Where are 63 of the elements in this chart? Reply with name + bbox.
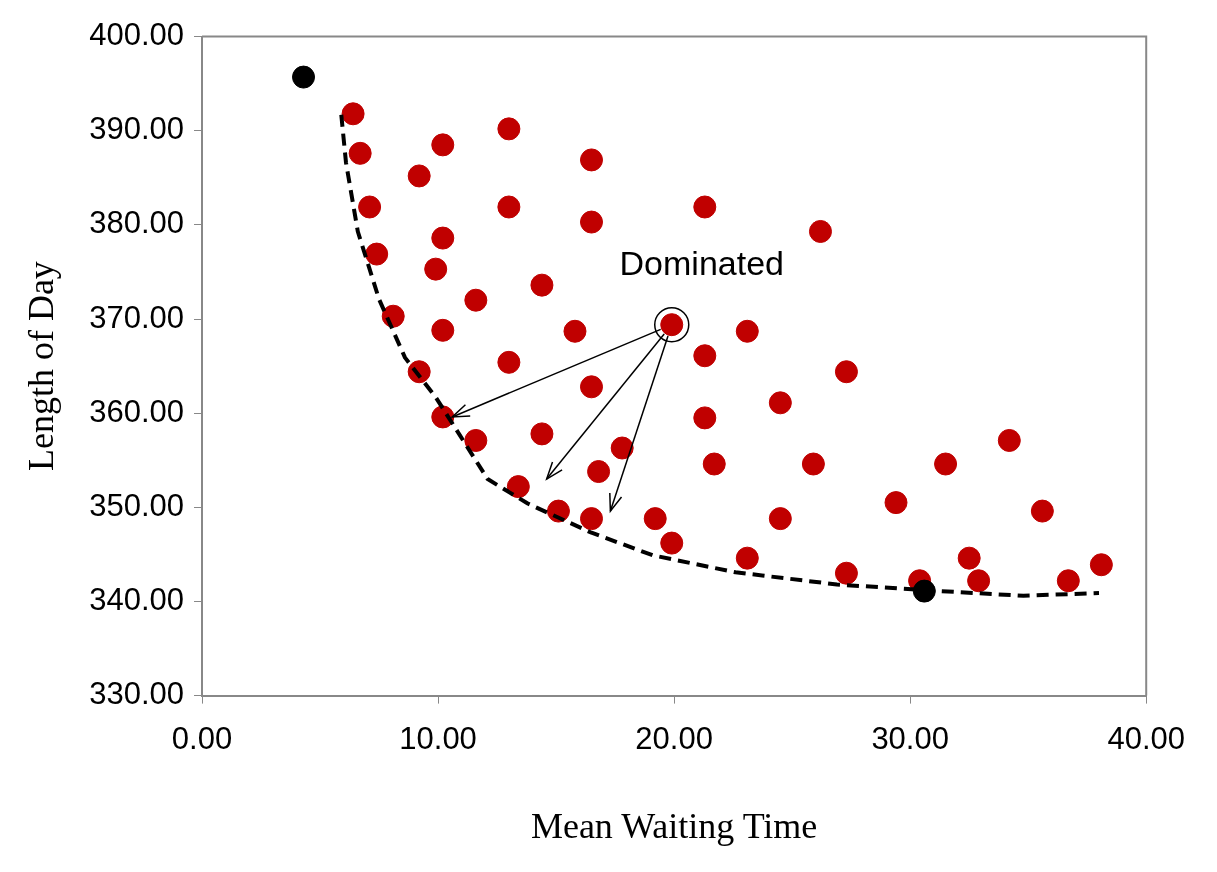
point xyxy=(365,242,389,266)
y-tick-label: 390.00 xyxy=(89,111,185,147)
point xyxy=(530,273,554,297)
point xyxy=(563,319,587,343)
point xyxy=(957,546,981,570)
x-axis-title: Mean Waiting Time xyxy=(530,805,818,846)
point xyxy=(580,210,603,234)
point xyxy=(768,507,792,531)
point xyxy=(431,318,455,342)
point xyxy=(735,319,759,343)
y-tick-label: 360.00 xyxy=(89,393,185,429)
point xyxy=(660,531,684,555)
annotation: Dominated xyxy=(619,244,784,283)
point xyxy=(693,195,717,219)
point xyxy=(580,375,603,399)
point xyxy=(801,452,825,476)
point xyxy=(693,406,717,430)
point xyxy=(580,507,603,531)
point xyxy=(292,65,316,89)
point xyxy=(834,360,858,384)
y-tick-label: 400.00 xyxy=(89,17,185,53)
point xyxy=(580,148,603,172)
point xyxy=(407,164,431,188)
point xyxy=(587,460,611,484)
point xyxy=(693,344,717,368)
point xyxy=(1089,553,1113,577)
point xyxy=(610,436,634,460)
point xyxy=(506,475,530,499)
point xyxy=(643,507,667,531)
point xyxy=(464,428,488,452)
point xyxy=(341,102,365,126)
point xyxy=(497,350,521,374)
x-tick-label: 40.00 xyxy=(1107,720,1185,756)
y-tick-label: 380.00 xyxy=(89,205,185,241)
point xyxy=(530,422,554,446)
point xyxy=(834,561,858,585)
point xyxy=(735,546,759,570)
y-tick-label: 350.00 xyxy=(89,487,185,523)
point xyxy=(997,428,1021,452)
point xyxy=(768,391,792,415)
point xyxy=(934,452,958,476)
y-tick-label: 370.00 xyxy=(89,299,185,335)
point xyxy=(358,195,382,219)
point xyxy=(1030,499,1054,523)
x-tick-label: 0.00 xyxy=(171,720,233,756)
point xyxy=(424,257,448,281)
point xyxy=(431,226,455,250)
y-tick-label: 330.00 xyxy=(89,676,185,712)
point xyxy=(348,141,372,165)
point xyxy=(464,288,488,312)
point xyxy=(1056,569,1080,593)
x-tick-label: 20.00 xyxy=(635,720,713,756)
point xyxy=(702,452,726,476)
x-tick-label: 30.00 xyxy=(871,720,949,756)
point xyxy=(497,117,521,141)
point xyxy=(808,219,832,243)
point xyxy=(884,491,908,515)
y-axis-title: Length of Day xyxy=(21,261,62,472)
x-tick-label: 10.00 xyxy=(399,720,477,756)
point xyxy=(431,133,455,157)
point xyxy=(967,569,991,593)
y-tick-label: 340.00 xyxy=(89,582,185,617)
point xyxy=(497,195,521,219)
